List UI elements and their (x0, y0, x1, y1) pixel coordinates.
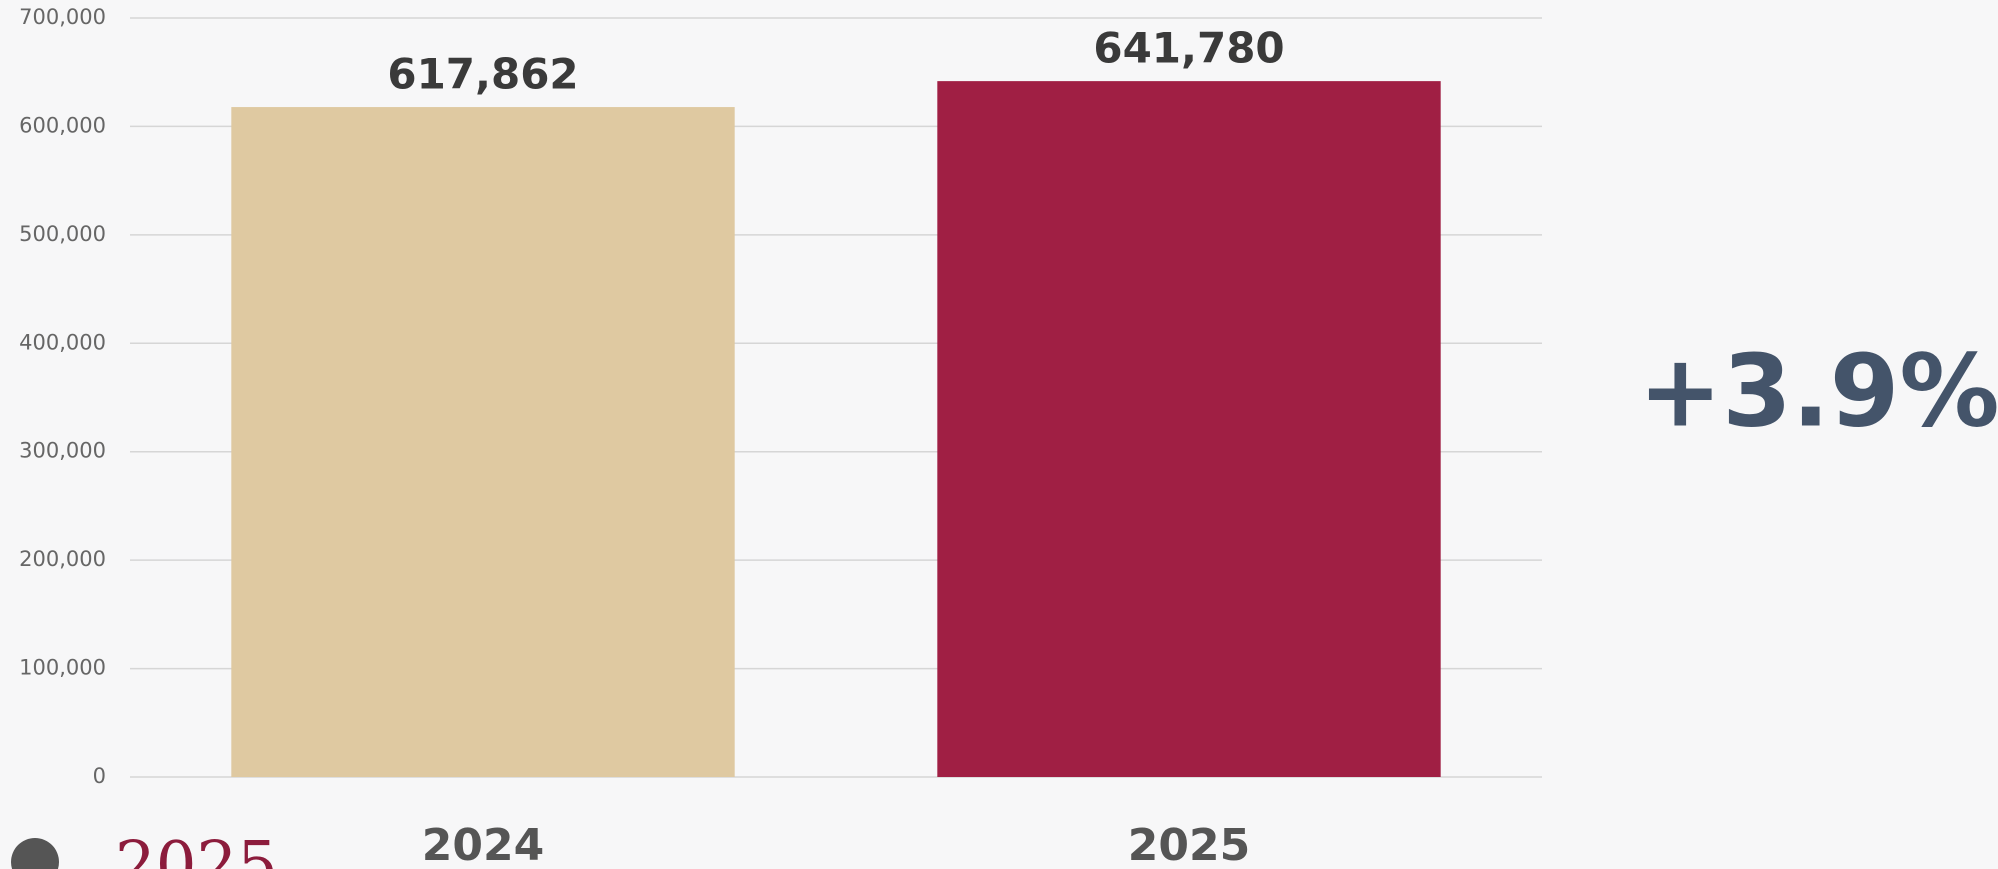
bar (937, 81, 1441, 777)
y-tick-label: 400,000 (19, 330, 106, 354)
y-tick-label: 200,000 (19, 547, 106, 571)
logo-portrait (11, 838, 59, 869)
y-tick-label: 700,000 (19, 5, 106, 29)
y-tick-label: 600,000 (19, 113, 106, 137)
value-label: 617,862 (387, 50, 578, 99)
value-label: 641,780 (1093, 24, 1284, 73)
y-tick-label: 0 (93, 764, 106, 788)
y-tick-label: 300,000 (19, 439, 106, 463)
x-tick-label: 2025 (1128, 820, 1250, 869)
y-tick-label: 100,000 (19, 656, 106, 680)
x-tick-label: 2024 (422, 820, 544, 869)
y-tick-label: 500,000 (19, 222, 106, 246)
bar (231, 107, 735, 778)
logo-text: 2025 (115, 829, 278, 869)
annotation: +3.9% (1638, 332, 1998, 449)
